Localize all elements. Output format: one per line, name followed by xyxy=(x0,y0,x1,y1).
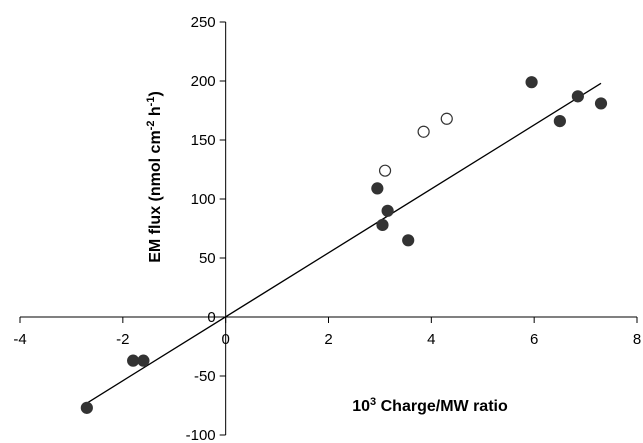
y-tick-label: 100 xyxy=(191,191,216,208)
filled-data-point xyxy=(137,354,150,367)
open-data-point xyxy=(440,112,453,125)
x-tick-label: 2 xyxy=(324,331,332,348)
data-points xyxy=(80,76,608,414)
open-data-point xyxy=(378,164,392,177)
y-tick-label: 0 xyxy=(207,309,215,326)
filled-data-point xyxy=(553,115,566,128)
filled-data-point xyxy=(571,90,584,103)
filled-data-point xyxy=(381,204,394,217)
x-axis-title: 103 Charge/MW ratio xyxy=(352,396,508,415)
y-tick-label: 50 xyxy=(199,250,216,267)
filled-data-point xyxy=(376,218,389,232)
x-tick-label: 4 xyxy=(427,331,435,348)
x-tick-label: 0 xyxy=(221,331,229,348)
trendline xyxy=(86,82,602,404)
trendline-group xyxy=(86,82,602,404)
y-tick-label: -100 xyxy=(186,427,216,443)
filled-data-point xyxy=(594,97,608,110)
y-tick-label: 200 xyxy=(191,73,216,90)
y-axis-title: EM flux (nmol cm-2 h-1) xyxy=(145,91,164,263)
x-tick-label: 8 xyxy=(633,331,641,348)
y-tick-label: 150 xyxy=(191,132,216,149)
y-tick-label: -50 xyxy=(194,368,216,385)
y-tick-label: 250 xyxy=(191,14,216,31)
filled-data-point xyxy=(525,76,538,89)
filled-data-point xyxy=(371,182,384,195)
open-data-point xyxy=(417,125,430,138)
filled-data-point xyxy=(127,354,140,367)
filled-data-point xyxy=(80,401,93,414)
x-tick-label: -2 xyxy=(116,331,129,348)
x-tick-label: 6 xyxy=(530,331,538,348)
filled-data-point xyxy=(402,234,415,247)
axes: -4 -2 0 2 4 6 8 -100 -50 0 50 100 150 200 250 xyxy=(13,14,641,443)
x-tick-label: -4 xyxy=(13,331,26,348)
